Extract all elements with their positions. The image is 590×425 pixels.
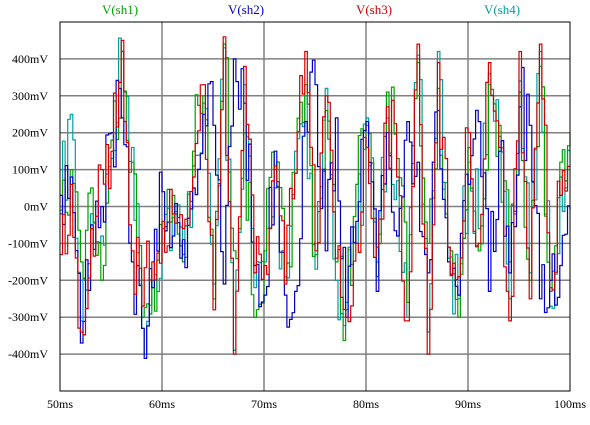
x-tick-label: 70ms [251,397,277,411]
y-axis-ticks: -400mV -300mV -200mV -100mV 0mV 100mV 200mV 300… [8,52,48,361]
y-tick-label: 100mV [12,163,48,177]
legend-entry: V(sh4) [484,2,520,17]
y-tick-label: -400mV [8,347,48,361]
x-tick-label: 80ms [353,397,379,411]
x-tick-label: 60ms [149,397,175,411]
y-tick-label: -200mV [8,273,48,287]
y-tick-label: -100mV [8,236,48,250]
x-tick-label: 50ms [47,397,73,411]
series-line [60,58,571,359]
x-axis-ticks: 50ms 60ms 70ms 80ms 90ms 100ms [47,397,586,411]
y-tick-label: -300mV [8,310,48,324]
plot-frame [59,21,571,392]
series-layer [60,36,571,359]
legend-entry: V(sh2) [228,2,264,17]
series-line [60,36,571,355]
y-tick-label: 200mV [12,126,48,140]
y-tick-label: 400mV [12,52,48,66]
x-tick-label: 90ms [455,397,481,411]
legend-entry: V(sh3) [356,2,392,17]
legend-entry: V(sh1) [102,2,138,17]
legend: V(sh1) V(sh2) V(sh3) V(sh4) [102,2,520,17]
y-tick-label: 0mV [24,200,48,214]
y-tick-label: 300mV [12,89,48,103]
x-tick-label: 100ms [554,397,586,411]
